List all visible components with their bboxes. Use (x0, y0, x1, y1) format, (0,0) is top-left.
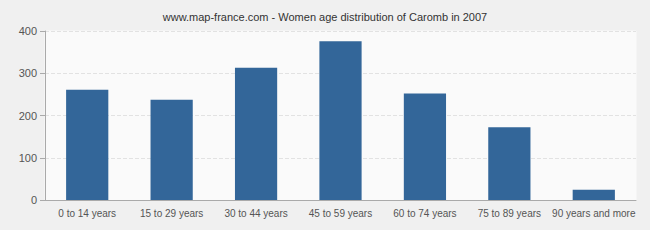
svg-text:0: 0 (31, 194, 37, 206)
svg-text:400: 400 (19, 25, 37, 37)
svg-text:www.map-france.com - Women age: www.map-france.com - Women age distribut… (162, 11, 487, 23)
svg-text:300: 300 (19, 67, 37, 79)
svg-text:45 to 59 years: 45 to 59 years (309, 208, 372, 219)
svg-text:200: 200 (19, 110, 37, 122)
svg-text:90 years and more: 90 years and more (552, 208, 636, 219)
svg-text:0 to 14 years: 0 to 14 years (58, 208, 116, 219)
svg-text:100: 100 (19, 152, 37, 164)
svg-text:75 to 89 years: 75 to 89 years (478, 208, 541, 219)
svg-text:15 to 29 years: 15 to 29 years (140, 208, 203, 219)
svg-text:60 to 74 years: 60 to 74 years (393, 208, 456, 219)
svg-text:30 to 44 years: 30 to 44 years (224, 208, 287, 219)
